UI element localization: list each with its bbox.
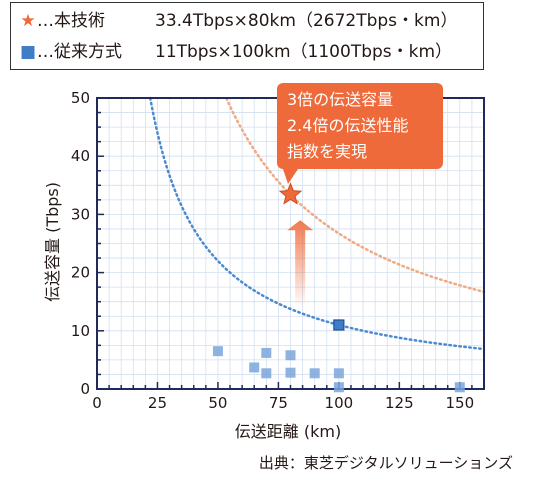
- y-tick-label: 0: [80, 380, 90, 398]
- x-tick-label: 125: [385, 394, 414, 412]
- x-tick-label: 100: [325, 394, 354, 412]
- square-point-light: [261, 347, 272, 358]
- square-point-light: [285, 367, 296, 378]
- square-point-light: [249, 362, 260, 373]
- x-axis-title: 伝送距離 (km): [235, 422, 341, 441]
- up-arrow: [287, 220, 314, 308]
- x-tick-label: 75: [269, 394, 288, 412]
- square-point: [333, 319, 345, 331]
- legend-item-proposed: ★…本技術 33.4Tbps×80km（2672Tbps・km）: [19, 6, 457, 36]
- callout-tail: [282, 166, 300, 184]
- y-tick-label: 10: [71, 322, 90, 340]
- y-tick-label: 20: [71, 264, 90, 282]
- x-tick-label: 150: [445, 394, 474, 412]
- y-tick-label: 40: [71, 147, 90, 165]
- star-point: [278, 182, 303, 205]
- square-point-light: [285, 350, 296, 361]
- square-point-light: [333, 382, 344, 393]
- square-point-light: [454, 382, 465, 393]
- performance-curves: [148, 96, 486, 351]
- legend-value: 11Tbps×100km（1100Tbps・km）: [155, 42, 453, 62]
- x-tick-label: 0: [92, 394, 102, 412]
- y-tick-label: 50: [71, 89, 90, 107]
- source-note: 出典：東芝デジタルソリューションズ: [258, 454, 513, 472]
- legend-value: 33.4Tbps×80km（2672Tbps・km）: [155, 11, 458, 31]
- square-point-light: [309, 368, 320, 379]
- data-points: [212, 182, 465, 393]
- square-icon: ■: [19, 42, 37, 62]
- square-point-light: [261, 368, 272, 379]
- legend-label: …本技術: [37, 11, 105, 31]
- y-axis-title: 伝送容量 (Tbps): [43, 182, 62, 302]
- callout-line: 指数を実現: [287, 142, 368, 161]
- y-tick-label: 30: [71, 205, 90, 223]
- x-tick-label: 50: [208, 394, 227, 412]
- callout-line: 2.4倍の伝送性能: [287, 116, 409, 135]
- performance-curve: [148, 96, 486, 351]
- legend-label: …従来方式: [37, 42, 122, 62]
- star-icon: ★: [20, 11, 36, 31]
- square-point-light: [212, 346, 223, 357]
- axis-ticks: 0 25 50 75 100 125 150 0 10 20 30 40 50: [71, 89, 485, 412]
- performance-curve: [225, 97, 486, 294]
- improvement-arrow: [287, 220, 314, 308]
- callout-line: 3倍の伝送容量: [287, 90, 394, 109]
- square-point-light: [333, 368, 344, 379]
- callout-box: 3倍の伝送容量 2.4倍の伝送性能 指数を実現: [277, 83, 443, 169]
- x-tick-label: 25: [148, 394, 167, 412]
- legend-item-conventional: ■…従来方式 11Tbps×100km（1100Tbps・km）: [19, 37, 452, 67]
- legend: ★…本技術 33.4Tbps×80km（2672Tbps・km） ■…従来方式 11…: [10, 2, 484, 70]
